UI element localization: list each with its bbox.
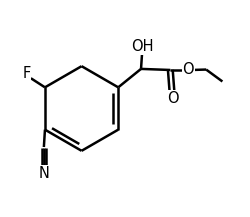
Text: O: O xyxy=(167,91,178,106)
Text: O: O xyxy=(182,62,194,77)
Text: OH: OH xyxy=(131,39,153,54)
Text: F: F xyxy=(22,66,31,81)
Text: N: N xyxy=(38,166,49,181)
